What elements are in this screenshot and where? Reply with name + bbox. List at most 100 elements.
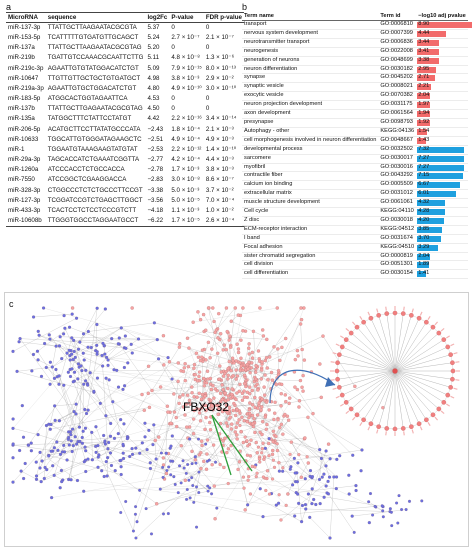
- network-node: [11, 426, 15, 430]
- network-node: [113, 469, 117, 473]
- pvalue-bar-cell: 1.43: [416, 136, 468, 146]
- network-node: [104, 460, 108, 464]
- network-node: [165, 469, 169, 472]
- pvalue-bar-cell: 7.15: [416, 171, 468, 182]
- network-node: [314, 502, 318, 507]
- network-node: [198, 317, 203, 322]
- network-node: [136, 337, 141, 341]
- network-node: [177, 345, 182, 349]
- network-edge: [86, 386, 161, 414]
- table-cell: 3.0 × 10⁻¹⁰: [205, 84, 237, 92]
- table-cell: miR-7550: [8, 176, 35, 184]
- network-node: [318, 448, 322, 452]
- pvalue-bar: [417, 226, 443, 233]
- network-node: [299, 475, 304, 479]
- table-cell: miR-10608b: [6, 215, 46, 228]
- network-edge: [154, 322, 220, 340]
- network-node: [58, 486, 62, 490]
- subnetwork-edge: [370, 370, 396, 424]
- table-row: miR-219a-3p AGAATTGTGCTGGACATCTGT 4.80 4.9 …: [6, 84, 244, 94]
- network-node: [57, 419, 61, 423]
- network-node: [208, 428, 213, 432]
- network-edge: [83, 479, 320, 492]
- network-node: [185, 488, 189, 491]
- network-node: [267, 437, 271, 441]
- subnetwork-edge: [394, 370, 412, 427]
- network-edge: [127, 436, 167, 474]
- network-node: [252, 416, 256, 421]
- pvalue-bar-cell: 1.97: [416, 100, 468, 111]
- network-node: [194, 461, 198, 465]
- network-edge: [50, 410, 145, 430]
- network-node: [296, 492, 300, 496]
- network-node: [296, 461, 300, 465]
- network-node: [236, 467, 240, 472]
- network-edge: [39, 452, 78, 481]
- term-name: I band: [242, 234, 379, 244]
- network-node: [241, 440, 245, 445]
- network-node: [291, 483, 295, 487]
- mirna-col-header: FDR p-value: [203, 12, 244, 23]
- network-edge: [155, 412, 169, 441]
- network-node: [276, 368, 281, 373]
- network-node: [287, 401, 291, 406]
- subnetwork-edge: [346, 370, 396, 403]
- subnetwork-node: [416, 421, 422, 427]
- network-node: [249, 438, 253, 442]
- network-node: [248, 371, 252, 375]
- network-node: [169, 421, 173, 425]
- network-edge: [230, 336, 267, 340]
- network-node: [194, 351, 199, 355]
- network-edge: [352, 509, 407, 517]
- subnetwork-node: [450, 368, 456, 374]
- term-id: GO:0098793: [378, 118, 417, 128]
- network-node: [65, 458, 69, 462]
- network-node: [248, 401, 252, 405]
- pvalue-bar-cell: 1.41: [416, 269, 468, 280]
- network-node: [218, 421, 223, 426]
- network-node: [191, 484, 195, 488]
- table-cell: 3.7 × 10⁻²: [205, 186, 234, 194]
- network-node: [293, 514, 297, 518]
- network-node: [279, 518, 283, 522]
- network-node: [47, 454, 51, 458]
- term-name: ECM-receptor interaction: [242, 225, 379, 235]
- network-node: [229, 319, 233, 323]
- term-name: presynapse: [242, 118, 379, 128]
- subnetwork-node-label: [445, 335, 451, 339]
- network-node: [197, 370, 202, 374]
- network-node: [143, 421, 147, 425]
- term-name: calcium ion binding: [242, 180, 379, 191]
- pvalue-bar: [417, 253, 431, 260]
- mirna-table-body: miR-137-3p TTATTGCTTAAGAATACGCGTA 5.37 0 0 mi…: [6, 23, 244, 228]
- network-node: [334, 475, 339, 479]
- network-node: [45, 468, 49, 472]
- pvalue-bar-cell: 4.20: [416, 216, 468, 226]
- network-node: [214, 460, 218, 464]
- network-node: [166, 356, 170, 360]
- network-node: [81, 351, 85, 355]
- network-node: [86, 329, 90, 334]
- network-node: [172, 475, 176, 479]
- network-edge: [104, 343, 120, 355]
- network-node: [184, 402, 189, 406]
- network-edge: [12, 438, 190, 446]
- network-node: [279, 404, 283, 408]
- network-node: [206, 489, 210, 493]
- network-node: [187, 346, 191, 350]
- subnetwork-edge: [394, 370, 434, 415]
- term-name: Cell cycle: [242, 207, 379, 217]
- term-id: GO:0061564: [378, 109, 417, 119]
- network-node: [390, 524, 394, 528]
- table-row: sarcomere GO:0030017 7.27: [242, 154, 468, 164]
- network-node: [253, 405, 257, 410]
- network-edge: [77, 441, 140, 454]
- network-edge: [135, 364, 195, 507]
- network-edge: [198, 440, 224, 473]
- network-node: [279, 382, 284, 387]
- network-edge: [275, 420, 289, 437]
- subnetwork-node: [361, 417, 366, 423]
- network-node: [295, 387, 300, 392]
- subnetwork-node-label: [335, 343, 340, 347]
- network-edge: [223, 440, 249, 477]
